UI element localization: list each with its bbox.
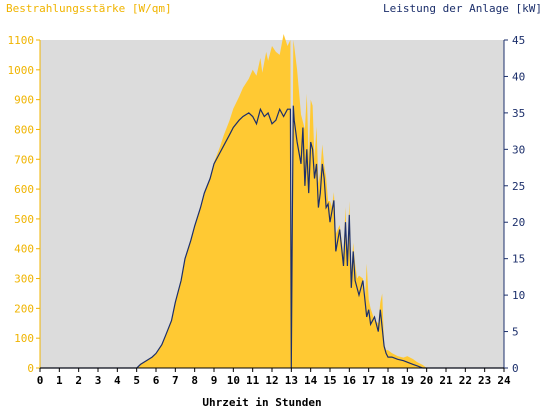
x-tick-label: 11 xyxy=(246,374,260,387)
left-tick-label: 1000 xyxy=(8,64,35,77)
x-tick-label: 13 xyxy=(285,374,298,387)
ticks-layer: 0100200300400500600700800900100011000510… xyxy=(8,34,526,387)
x-tick-label: 21 xyxy=(439,374,453,387)
left-tick-label: 200 xyxy=(14,302,34,315)
right-tick-label: 15 xyxy=(512,253,525,266)
x-tick-label: 24 xyxy=(497,374,511,387)
left-tick-label: 700 xyxy=(14,153,34,166)
right-tick-label: 45 xyxy=(512,34,525,47)
series-layer xyxy=(40,34,504,369)
irradiance-area xyxy=(40,34,504,368)
x-tick-label: 2 xyxy=(75,374,82,387)
left-tick-label: 800 xyxy=(14,123,34,136)
right-tick-label: 25 xyxy=(512,180,525,193)
left-tick-label: 400 xyxy=(14,243,34,256)
x-tick-label: 5 xyxy=(133,374,140,387)
power-line xyxy=(40,105,504,369)
x-tick-label: 1 xyxy=(56,374,63,387)
x-tick-label: 16 xyxy=(343,374,357,387)
left-tick-label: 300 xyxy=(14,273,34,286)
x-tick-label: 10 xyxy=(227,374,240,387)
right-tick-label: 20 xyxy=(512,216,525,229)
left-tick-label: 100 xyxy=(14,332,34,345)
x-tick-label: 20 xyxy=(420,374,433,387)
right-tick-label: 35 xyxy=(512,107,525,120)
right-tick-label: 10 xyxy=(512,289,525,302)
right-tick-label: 5 xyxy=(512,326,519,339)
x-tick-label: 3 xyxy=(95,374,102,387)
x-tick-label: 6 xyxy=(153,374,160,387)
left-tick-label: 600 xyxy=(14,183,34,196)
left-tick-label: 900 xyxy=(14,94,34,107)
right-axis-title: Leistung der Anlage [kW] xyxy=(383,2,542,15)
left-axis-title: Bestrahlungsstärke [W/qm] xyxy=(6,2,172,15)
x-tick-label: 9 xyxy=(211,374,218,387)
right-tick-label: 0 xyxy=(512,362,519,375)
left-tick-label: 500 xyxy=(14,213,34,226)
x-tick-label: 23 xyxy=(478,374,491,387)
left-tick-label: 1100 xyxy=(8,34,35,47)
right-tick-label: 40 xyxy=(512,70,525,83)
x-tick-label: 4 xyxy=(114,374,121,387)
left-tick-label: 0 xyxy=(27,362,34,375)
x-tick-label: 8 xyxy=(191,374,198,387)
x-tick-label: 15 xyxy=(323,374,336,387)
x-tick-label: 19 xyxy=(401,374,414,387)
x-tick-label: 12 xyxy=(265,374,278,387)
x-tick-label: 0 xyxy=(37,374,44,387)
x-tick-label: 17 xyxy=(362,374,375,387)
x-tick-label: 7 xyxy=(172,374,179,387)
x-axis-title: Uhrzeit in Stunden xyxy=(202,396,321,408)
x-tick-label: 22 xyxy=(459,374,472,387)
x-tick-label: 14 xyxy=(304,374,318,387)
right-tick-label: 30 xyxy=(512,143,525,156)
x-tick-label: 18 xyxy=(381,374,394,387)
